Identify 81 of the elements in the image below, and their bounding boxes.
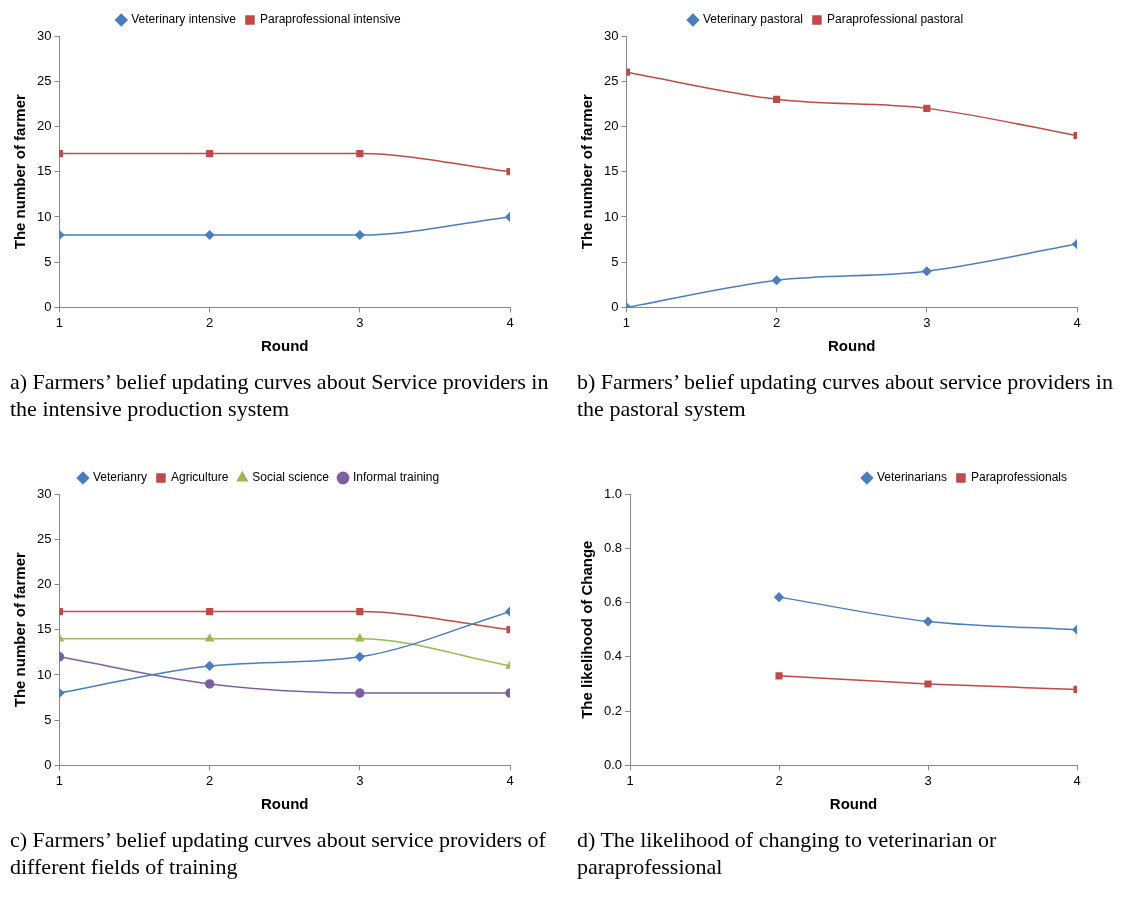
text: c) Farmers’ belief updating curves about service providers of different fields of training	[9, 826, 547, 880]
x-tick-label: 2	[206, 772, 214, 788]
x-axis-title: Round	[260, 337, 309, 355]
point	[355, 688, 365, 698]
y-tick-label: 5	[44, 711, 52, 727]
y-tick-label: 10	[36, 208, 52, 224]
y-tick-label: 30	[36, 485, 52, 501]
point	[206, 608, 214, 616]
point	[924, 680, 932, 688]
y-tick-label: 10	[36, 666, 52, 682]
y-axis-title: The number of farmer	[578, 94, 596, 250]
y-tick-label: 25	[603, 72, 619, 88]
point	[355, 230, 365, 240]
y-tick-label: 25	[36, 72, 52, 88]
y-axis-title: The number of farmer	[11, 94, 29, 250]
x-axis-title: Round	[260, 795, 309, 813]
x-axis-title: Round	[829, 795, 878, 813]
y-axis-title: The likelihood of Change	[578, 540, 596, 719]
y-tick-label: 0	[44, 756, 52, 772]
point	[771, 275, 782, 286]
y-tick-label: 0.8	[603, 539, 623, 555]
point	[356, 608, 364, 616]
legend-label: Paraprofessionals	[970, 470, 1068, 485]
y-tick-label: 15	[36, 621, 52, 637]
point	[355, 652, 365, 662]
text: d) The likelihood of changing to veterinarian or paraprofessional	[576, 826, 998, 880]
x-tick-label: 3	[924, 772, 932, 788]
legend-label: Paraprofessional pastoral	[826, 12, 964, 27]
point	[206, 150, 214, 158]
point	[923, 104, 931, 112]
y-tick-label: 20	[36, 118, 52, 134]
x-tick-label: 1	[626, 772, 634, 788]
x-tick-label: 4	[1073, 772, 1081, 788]
x-tick-label: 2	[775, 772, 783, 788]
legend-label: Veterinary intensive	[131, 12, 237, 27]
y-tick-label: 0.2	[603, 702, 623, 718]
x-tick-label: 1	[622, 314, 631, 330]
y-tick-label: 30	[603, 27, 619, 43]
text: a) Farmers’ belief updating curves about Service providers in the intensive production system	[9, 368, 550, 422]
y-tick-label: 15	[603, 163, 619, 179]
legend-label: Veterinary pastoral	[702, 12, 803, 27]
y-tick-label: 0.4	[603, 648, 623, 664]
y-tick-label: 1.0	[603, 485, 623, 501]
x-tick-label: 4	[1073, 314, 1081, 330]
legend-label: Social science	[252, 470, 330, 485]
x-tick-label: 2	[773, 314, 781, 330]
legend-label: Informal training	[353, 470, 440, 485]
y-tick-label: 15	[36, 163, 52, 179]
point	[773, 95, 781, 103]
y-tick-label: 5	[611, 253, 619, 269]
x-tick-label: 4	[506, 314, 514, 330]
x-tick-label: 3	[356, 314, 364, 330]
point	[205, 634, 214, 642]
point	[775, 672, 783, 680]
y-tick-label: 20	[603, 118, 619, 134]
point	[922, 266, 932, 276]
y-tick-label: 0	[611, 298, 619, 314]
y-tick-label: 0.6	[603, 594, 623, 610]
x-tick-label: 2	[206, 314, 214, 330]
point	[774, 592, 784, 602]
point	[923, 616, 933, 627]
x-axis-title: Round	[827, 337, 876, 355]
x-tick-label: 3	[923, 314, 931, 330]
x-tick-label: 3	[356, 772, 364, 788]
legend-label: Veterianry	[92, 470, 147, 485]
legend-label: Agriculture	[170, 470, 229, 485]
y-tick-label: 0.0	[603, 756, 623, 772]
y-tick-label: 10	[603, 208, 619, 224]
text: b) Farmers’ belief updating curves about service providers in the pastoral system	[576, 368, 1114, 422]
y-tick-label: 5	[44, 253, 52, 269]
y-tick-label: 25	[36, 530, 52, 546]
x-tick-label: 4	[506, 772, 514, 788]
y-tick-label: 20	[36, 576, 52, 592]
x-tick-label: 1	[55, 314, 64, 330]
y-tick-label: 30	[36, 27, 52, 43]
point	[356, 150, 364, 158]
legend-label: Paraprofessional intensive	[259, 12, 402, 27]
x-tick-label: 1	[55, 772, 64, 788]
legend-label: Veterinarians	[876, 470, 947, 485]
y-axis-title: The number of farmer	[11, 552, 29, 708]
y-tick-label: 0	[44, 298, 52, 314]
